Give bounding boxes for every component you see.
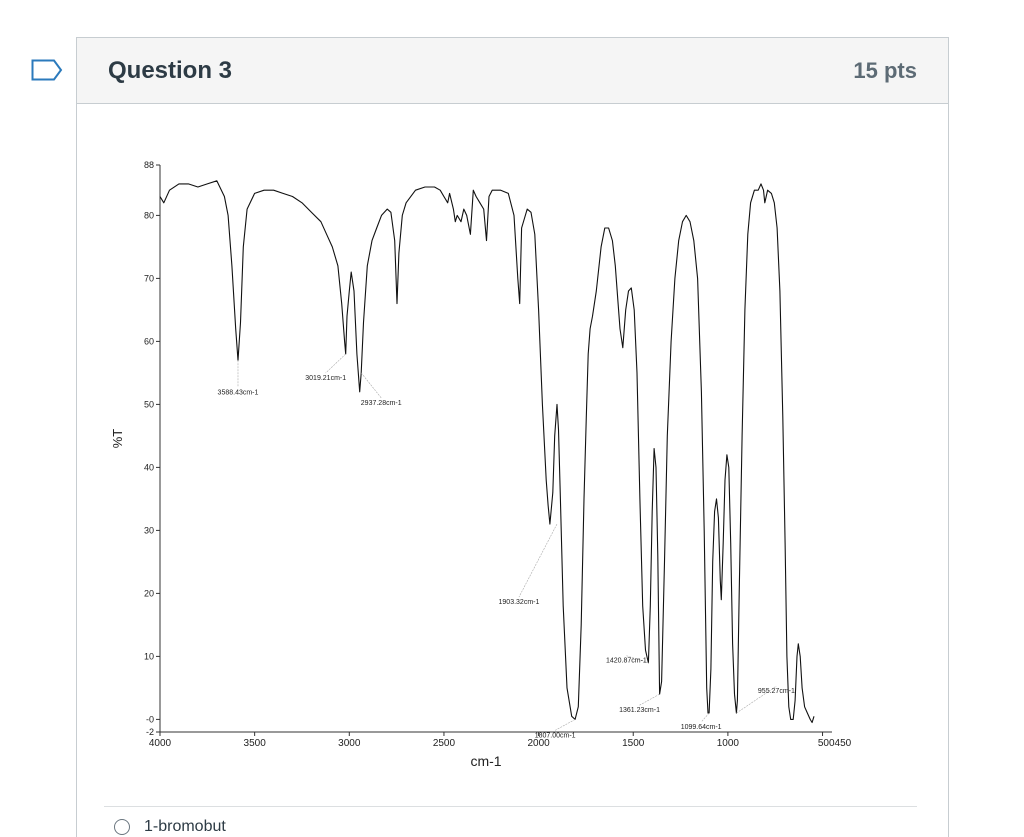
spectrum-line (159, 180, 815, 724)
y-tick-label: -2 (146, 727, 154, 737)
y-tick-label: 80 (144, 210, 154, 220)
question-header: Question 3 15 pts (77, 38, 948, 104)
y-tick-label: 20 (144, 588, 154, 598)
answer-label: 1-bromobut (144, 818, 226, 835)
y-tick-label: 60 (144, 336, 154, 346)
y-tick-label: 10 (144, 651, 154, 661)
x-tick-label: 1500 (622, 738, 645, 749)
y-tick-label: 50 (144, 399, 154, 409)
answer-option[interactable]: 1-bromobut (114, 818, 226, 836)
question-card: Question 3 15 pts (76, 37, 949, 837)
x-tick-label: 500450 (818, 738, 852, 749)
peak-leader-line (736, 685, 777, 714)
peak-leader-line (626, 655, 649, 663)
peak-label: 3588.43cm-1 (218, 389, 259, 396)
peak-leader-line (518, 523, 558, 598)
peak-leader-line (325, 353, 346, 374)
peak-leader-line (554, 719, 576, 731)
x-axis-label: cm-1 (470, 753, 501, 769)
peak-label: 1361.23cm-1 (619, 707, 660, 714)
peak-label: 1903.32cm-1 (499, 599, 540, 606)
peak-label: 1099.64cm-1 (681, 724, 722, 731)
y-tick-label: 30 (144, 525, 154, 535)
peak-leader-line (639, 693, 660, 706)
y-tick-label: 40 (144, 462, 154, 472)
peak-label: 3019.21cm-1 (305, 375, 346, 382)
x-tick-label: 3500 (244, 738, 267, 749)
x-tick-label: 3000 (338, 738, 361, 749)
peak-label: 1807.00cm-1 (535, 732, 576, 739)
x-tick-label: 1000 (717, 738, 740, 749)
question-title: Question 3 (108, 57, 233, 84)
y-axis-label: %T (110, 429, 125, 449)
x-tick-label: 2500 (433, 738, 456, 749)
y-tick-label: 70 (144, 273, 154, 283)
peak-label: 2937.28cm-1 (361, 400, 402, 407)
peak-label: 955.27cm-1 (758, 688, 795, 695)
answer-radio[interactable] (114, 819, 130, 835)
x-tick-label: 2000 (527, 738, 550, 749)
y-tick-label: -0 (146, 714, 154, 724)
question-points: 15 pts (853, 58, 917, 83)
y-tick-label: 88 (144, 160, 154, 170)
peak-leader-line (360, 372, 382, 399)
peak-label: 1420.87cm-1 (606, 658, 647, 665)
x-tick-label: 4000 (149, 738, 172, 749)
peak-leader-line (700, 712, 710, 723)
flag-question-icon[interactable] (31, 59, 63, 81)
answer-divider (104, 806, 917, 807)
